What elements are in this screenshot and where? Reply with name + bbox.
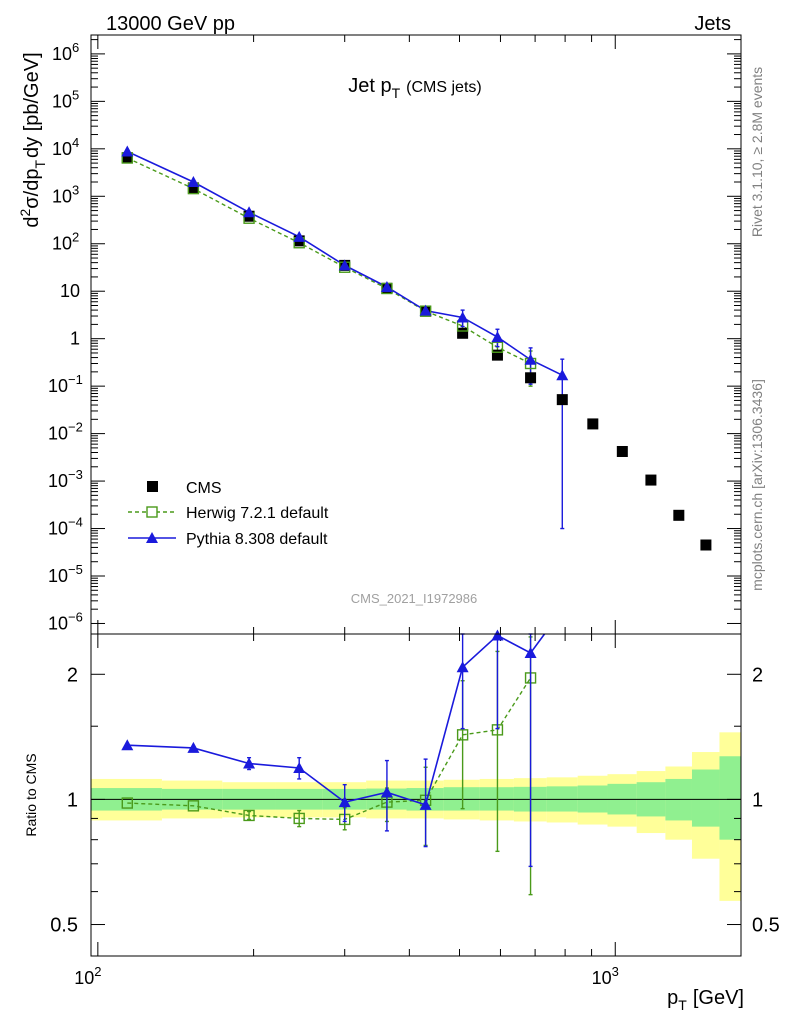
- ratio-pythia-point: [293, 762, 306, 774]
- x-axis-label: pT [GeV]: [667, 987, 744, 1013]
- cms-data-point: [187, 182, 199, 194]
- legend-herwig-label: Herwig 7.2.1 default: [186, 505, 329, 522]
- pythia-data-point: [419, 304, 432, 316]
- pythia-data-point: [338, 259, 351, 271]
- ratio-green-band: [691, 769, 720, 827]
- ratio-plot-marks: [121, 629, 546, 896]
- pythia-data-point: [491, 331, 504, 343]
- x-tick-label: 103: [592, 964, 619, 988]
- main-y-tick-label: 10−1: [48, 372, 83, 396]
- cms-data-point: [121, 152, 133, 164]
- cms-data-point: [645, 474, 657, 486]
- pythia-data-point: [121, 145, 134, 157]
- herwig-line: [126, 157, 531, 365]
- ratio-plot-frame: [90, 633, 742, 957]
- cms-data-point: [491, 349, 503, 361]
- main-y-tick-label: 10−6: [48, 609, 83, 633]
- main-y-tick-label: 10−5: [48, 562, 83, 586]
- process-label: 13000 GeV pp: [106, 13, 235, 35]
- legend-cms-label: CMS: [186, 480, 222, 497]
- main-y-tick-label: 106: [52, 40, 79, 64]
- ratio-herwig-line: [127, 677, 532, 821]
- main-plot-marks: [121, 145, 712, 551]
- ratio-pythia-point: [524, 647, 537, 659]
- ratio-y-tick-label-right: 0.5: [752, 915, 780, 937]
- ratio-y-tick-label-right: 2: [752, 664, 763, 686]
- main-y-tick-label: 1: [70, 329, 80, 349]
- ratio-herwig-point: [187, 800, 200, 812]
- cms-data-point: [616, 445, 628, 457]
- main-y-tick-label: 102: [52, 230, 79, 254]
- ratio-pythia-point: [419, 798, 432, 810]
- ratio-pythia-point: [338, 796, 351, 808]
- pythia-data-point: [456, 311, 469, 323]
- mcplots-reference-label: mcplots.cern.ch [arXiv:1306.3436]: [749, 379, 765, 591]
- pythia-data-point: [524, 353, 537, 365]
- analysis-watermark: CMS_2021_I1972986: [351, 591, 478, 606]
- ratio-herwig-point: [121, 797, 133, 809]
- cms-data-point: [556, 394, 568, 406]
- ratio-pythia-point: [380, 786, 393, 798]
- ratio-pythia-point: [491, 629, 504, 641]
- main-y-tick-label: 103: [52, 182, 79, 206]
- legend-herwig-marker: [146, 506, 158, 518]
- legend-pythia-marker: [146, 532, 158, 543]
- ratio-pythia-point: [456, 661, 469, 673]
- x-tick-label: 102: [74, 964, 101, 988]
- pythia-data-point: [243, 206, 256, 218]
- main-y-tick-label: 10: [60, 281, 80, 301]
- legend-cms-marker: [147, 481, 158, 492]
- cms-data-point: [700, 539, 712, 551]
- cms-data-point: [673, 509, 685, 521]
- main-y-tick-label: 10−3: [48, 467, 83, 491]
- cms-data-point: [587, 418, 599, 430]
- ratio-pythia-point: [243, 757, 256, 769]
- ratio-plot-area: 102 103 2 2 1 1 0.5 0.5: [50, 634, 780, 988]
- legend: CMS Herwig 7.2.1 default Pythia 8.308 de…: [128, 480, 329, 548]
- plot-title: Jet pT (CMS jets): [348, 75, 481, 101]
- ratio-pythia-point: [121, 739, 134, 751]
- ratio-herwig-point: [456, 729, 469, 741]
- ratio-y-tick-label: 2: [67, 664, 78, 686]
- ratio-y-tick-label-right: 1: [752, 789, 763, 811]
- cms-data-point: [457, 327, 469, 339]
- ratio-y-axis-label: Ratio to CMS: [23, 753, 39, 836]
- ratio-herwig-point: [243, 809, 255, 822]
- legend-pythia-label: Pythia 8.308 default: [186, 531, 328, 548]
- herwig-data-point: [491, 341, 504, 353]
- main-y-tick-label: 10−4: [48, 515, 83, 539]
- pythia-data-point: [293, 230, 306, 242]
- pythia-data-point: [380, 280, 393, 292]
- main-y-tick-label: 105: [52, 87, 79, 111]
- ratio-y-tick-label: 0.5: [50, 915, 78, 937]
- ratio-herwig-point: [293, 812, 305, 825]
- herwig-data-point: [456, 320, 469, 332]
- pythia-data-point: [556, 369, 569, 381]
- main-plot-area: 10610510410310210110−110−210−310−410−510…: [48, 35, 741, 634]
- main-y-axis-label: d2σ/dpTdy [pb/GeV]: [17, 52, 48, 227]
- rivet-version-label: Rivet 3.1.10, ≥ 2.8M events: [749, 67, 765, 237]
- ratio-green-band: [719, 756, 741, 840]
- main-y-tick-label: 104: [52, 135, 79, 159]
- ratio-green-band: [443, 787, 480, 811]
- pythia-data-point: [187, 175, 200, 187]
- main-y-tick-label: 10−2: [48, 420, 83, 444]
- analysis-group-label: Jets: [694, 13, 731, 35]
- cms-data-point: [525, 372, 537, 384]
- ratio-y-tick-label: 1: [67, 789, 78, 811]
- ratio-pythia-point: [187, 741, 200, 753]
